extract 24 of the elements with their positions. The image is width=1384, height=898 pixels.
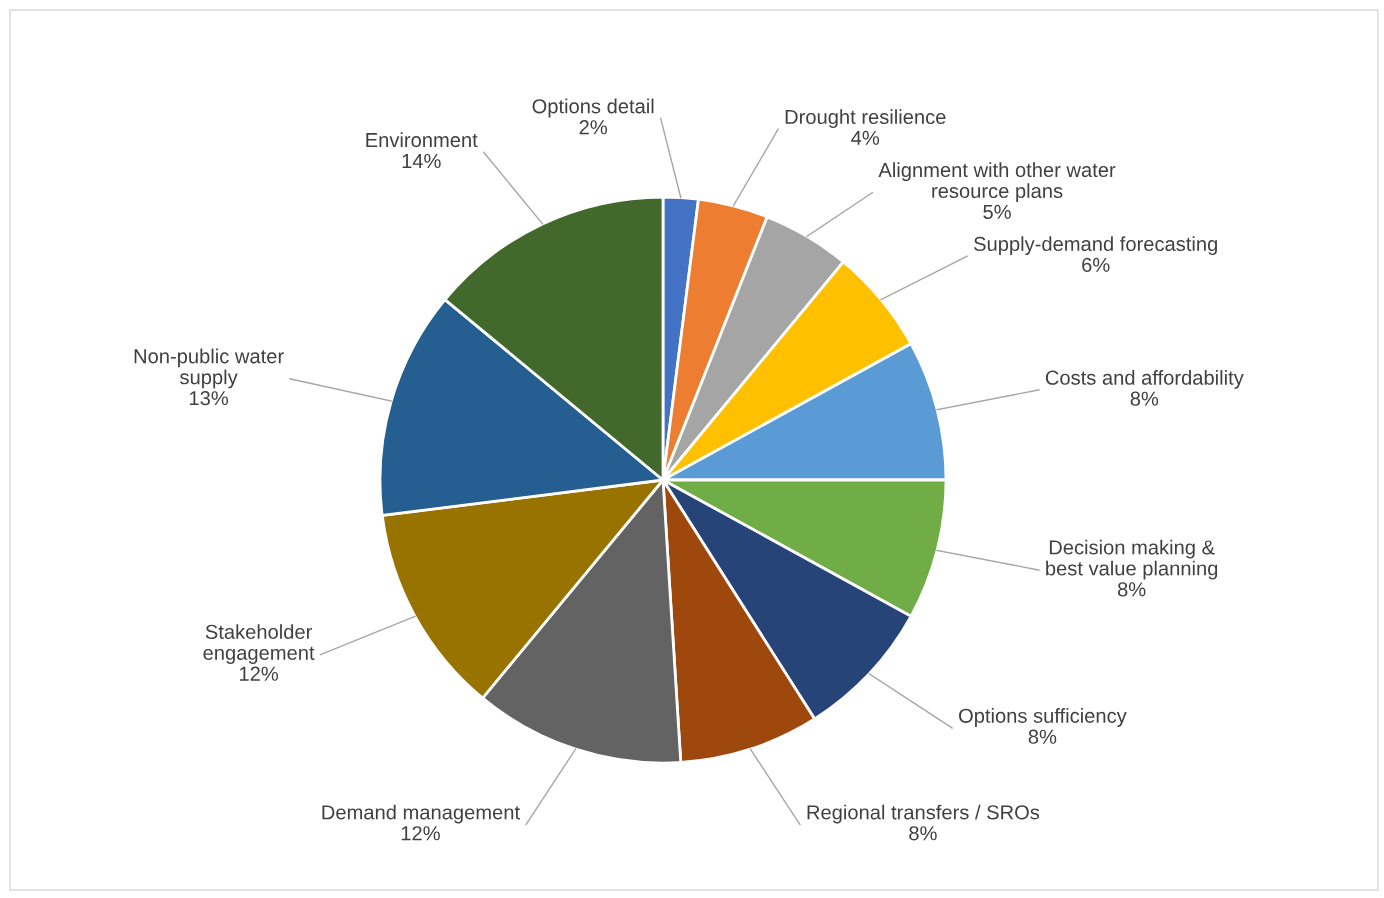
slice-label: Supply-demand forecasting bbox=[974, 236, 1217, 256]
slice-label: Alignment with other water resource plans bbox=[878, 162, 1116, 203]
data-label: 2% bbox=[579, 120, 608, 135]
slice-label: Regional transfers / SROs bbox=[807, 804, 1040, 824]
data-label: 8% bbox=[1028, 729, 1057, 744]
data-label: 6% bbox=[1082, 257, 1110, 273]
data-label: 12% bbox=[239, 666, 279, 681]
data-label: 8% bbox=[1117, 582, 1146, 597]
data-label: 5% bbox=[983, 204, 1011, 220]
data-label: 12% bbox=[401, 826, 440, 841]
data-label: 4% bbox=[851, 130, 880, 145]
slice-label: Non-public water supply bbox=[134, 348, 284, 389]
slice-label: Demand management bbox=[322, 804, 520, 824]
slice-label: Drought resilience bbox=[785, 109, 946, 129]
slice-label: Options detail bbox=[532, 98, 654, 118]
slice-label: Environment bbox=[366, 132, 478, 148]
data-label: 8% bbox=[1130, 391, 1159, 406]
slice-label: Stakeholder engagement bbox=[203, 624, 315, 664]
slice-label: Options sufficiency bbox=[959, 708, 1127, 727]
data-label: 13% bbox=[189, 391, 229, 406]
slice-label: Costs and affordability bbox=[1045, 370, 1244, 389]
data-label: 8% bbox=[909, 826, 937, 841]
slice-label: Decision making & best value planning bbox=[1046, 539, 1218, 580]
data-label: 14% bbox=[402, 153, 441, 169]
